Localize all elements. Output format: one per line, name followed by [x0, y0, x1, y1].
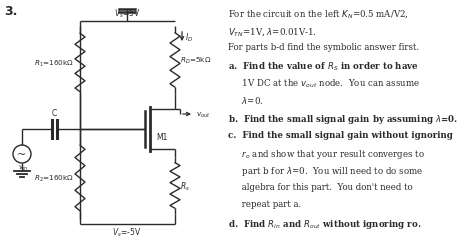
Text: b.  Find the small signal gain by assuming $\lambda$=0.: b. Find the small signal gain by assumin…: [228, 112, 458, 126]
Text: $V_s$=-5V: $V_s$=-5V: [112, 226, 142, 238]
Text: $r_o$ and show that your result converges to: $r_o$ and show that your result converge…: [228, 148, 425, 160]
Text: a.  Find the value of $R_S$ in order to have: a. Find the value of $R_S$ in order to h…: [228, 60, 419, 73]
Text: 1V DC at the $v_{out}$ node.  You can assume: 1V DC at the $v_{out}$ node. You can ass…: [228, 78, 420, 90]
Text: ~: ~: [18, 150, 27, 159]
Text: $V_s$=5V: $V_s$=5V: [114, 8, 140, 20]
Text: $R_1$=160k$\Omega$: $R_1$=160k$\Omega$: [34, 58, 74, 68]
Text: part b for $\lambda$=0.  You will need to do some: part b for $\lambda$=0. You will need to…: [228, 165, 423, 178]
Text: repeat part a.: repeat part a.: [228, 200, 301, 209]
Text: C: C: [52, 108, 57, 118]
Text: 3.: 3.: [4, 5, 18, 18]
Text: $R_s$: $R_s$: [180, 180, 190, 192]
Text: M1: M1: [156, 133, 167, 142]
Text: For parts b-d find the symbolic answer first.: For parts b-d find the symbolic answer f…: [228, 43, 419, 52]
Text: $v_{out}$: $v_{out}$: [196, 110, 211, 119]
Text: $R_2$=160k$\Omega$: $R_2$=160k$\Omega$: [34, 173, 74, 183]
Text: $\lambda$=0.: $\lambda$=0.: [228, 95, 264, 106]
Text: algebra for this part.  You don't need to: algebra for this part. You don't need to: [228, 182, 413, 191]
Text: $R_D$=5k$\Omega$: $R_D$=5k$\Omega$: [180, 56, 211, 66]
Text: d.  Find $R_{in}$ and $R_{out}$ without ignoring ro.: d. Find $R_{in}$ and $R_{out}$ without i…: [228, 217, 422, 230]
Text: $V_{TN}$=1V, $\lambda$=0.01V-1.: $V_{TN}$=1V, $\lambda$=0.01V-1.: [228, 26, 317, 37]
Text: $v_{in}$: $v_{in}$: [18, 163, 28, 172]
Text: c.  Find the small signal gain without ignoring: c. Find the small signal gain without ig…: [228, 130, 453, 139]
Text: For the circuit on the left $K_N$=0.5 mA/V2,: For the circuit on the left $K_N$=0.5 mA…: [228, 8, 409, 20]
Text: $I_D$: $I_D$: [185, 31, 193, 44]
